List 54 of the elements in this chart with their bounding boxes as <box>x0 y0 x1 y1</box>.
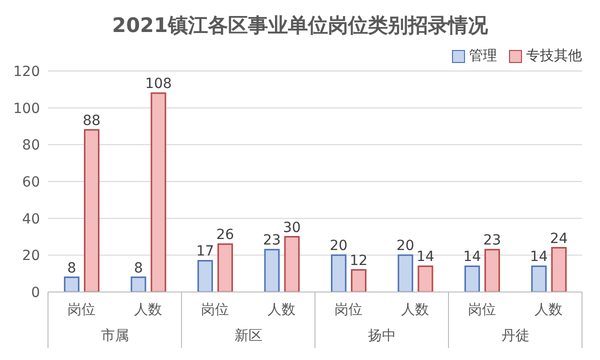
data-label: 26 <box>216 227 234 244</box>
data-label: 8 <box>134 260 143 276</box>
bar <box>350 269 366 292</box>
x-tick-label: 人数 <box>401 302 430 318</box>
x-tick-label: 人数 <box>134 302 162 318</box>
bar <box>130 276 146 292</box>
y-tick-label: 100 <box>13 100 40 117</box>
bar <box>551 247 567 292</box>
x-tick-label: 岗位 <box>334 302 362 318</box>
data-label: 20 <box>396 238 414 254</box>
data-label: 23 <box>483 232 502 249</box>
bar <box>150 92 166 292</box>
bar <box>418 265 434 292</box>
y-tick-label: 40 <box>22 211 40 228</box>
text: 市属 <box>100 328 129 344</box>
bar <box>64 276 80 292</box>
bar <box>330 254 346 292</box>
data-label: 20 <box>330 238 348 254</box>
bar <box>484 248 500 292</box>
text: 新区 <box>234 328 262 344</box>
data-label: 30 <box>283 220 301 236</box>
data-label: 88 <box>82 112 101 129</box>
data-label: 14 <box>463 249 482 266</box>
x-tick-label: 岗位 <box>468 302 496 318</box>
data-label: 8 <box>67 260 76 276</box>
data-label: 14 <box>416 249 434 266</box>
bar <box>217 243 233 292</box>
bar <box>464 265 480 292</box>
data-label: 24 <box>550 230 568 247</box>
bar <box>264 248 280 292</box>
x-tick-label: 人数 <box>268 302 296 318</box>
data-label: 108 <box>145 76 172 92</box>
bar <box>284 236 300 292</box>
y-tick-label: 80 <box>22 138 40 154</box>
bar <box>398 254 414 292</box>
data-label: 17 <box>196 244 214 260</box>
legend-label: 管理 <box>468 47 497 65</box>
text: 扬中 <box>368 328 396 344</box>
x-tick-label: 岗位 <box>200 302 229 318</box>
data-label: 12 <box>350 252 368 269</box>
x-tick-label: 人数 <box>534 302 563 318</box>
text: 丹徒 <box>501 328 530 344</box>
x-tick-label: 岗位 <box>67 302 96 318</box>
bar <box>531 265 547 292</box>
y-tick-label: 0 <box>31 284 40 301</box>
data-label: 14 <box>530 249 548 266</box>
y-tick-label: 120 <box>13 64 40 80</box>
bar <box>197 260 213 292</box>
bar <box>84 129 100 292</box>
y-tick-label: 60 <box>22 174 40 190</box>
legend-label: 专技其他 <box>525 47 582 65</box>
chart-title: 2021镇江各区事业单位岗位类别招录情况 <box>111 12 489 39</box>
data-label: 23 <box>263 232 281 249</box>
y-tick-label: 20 <box>22 248 40 264</box>
